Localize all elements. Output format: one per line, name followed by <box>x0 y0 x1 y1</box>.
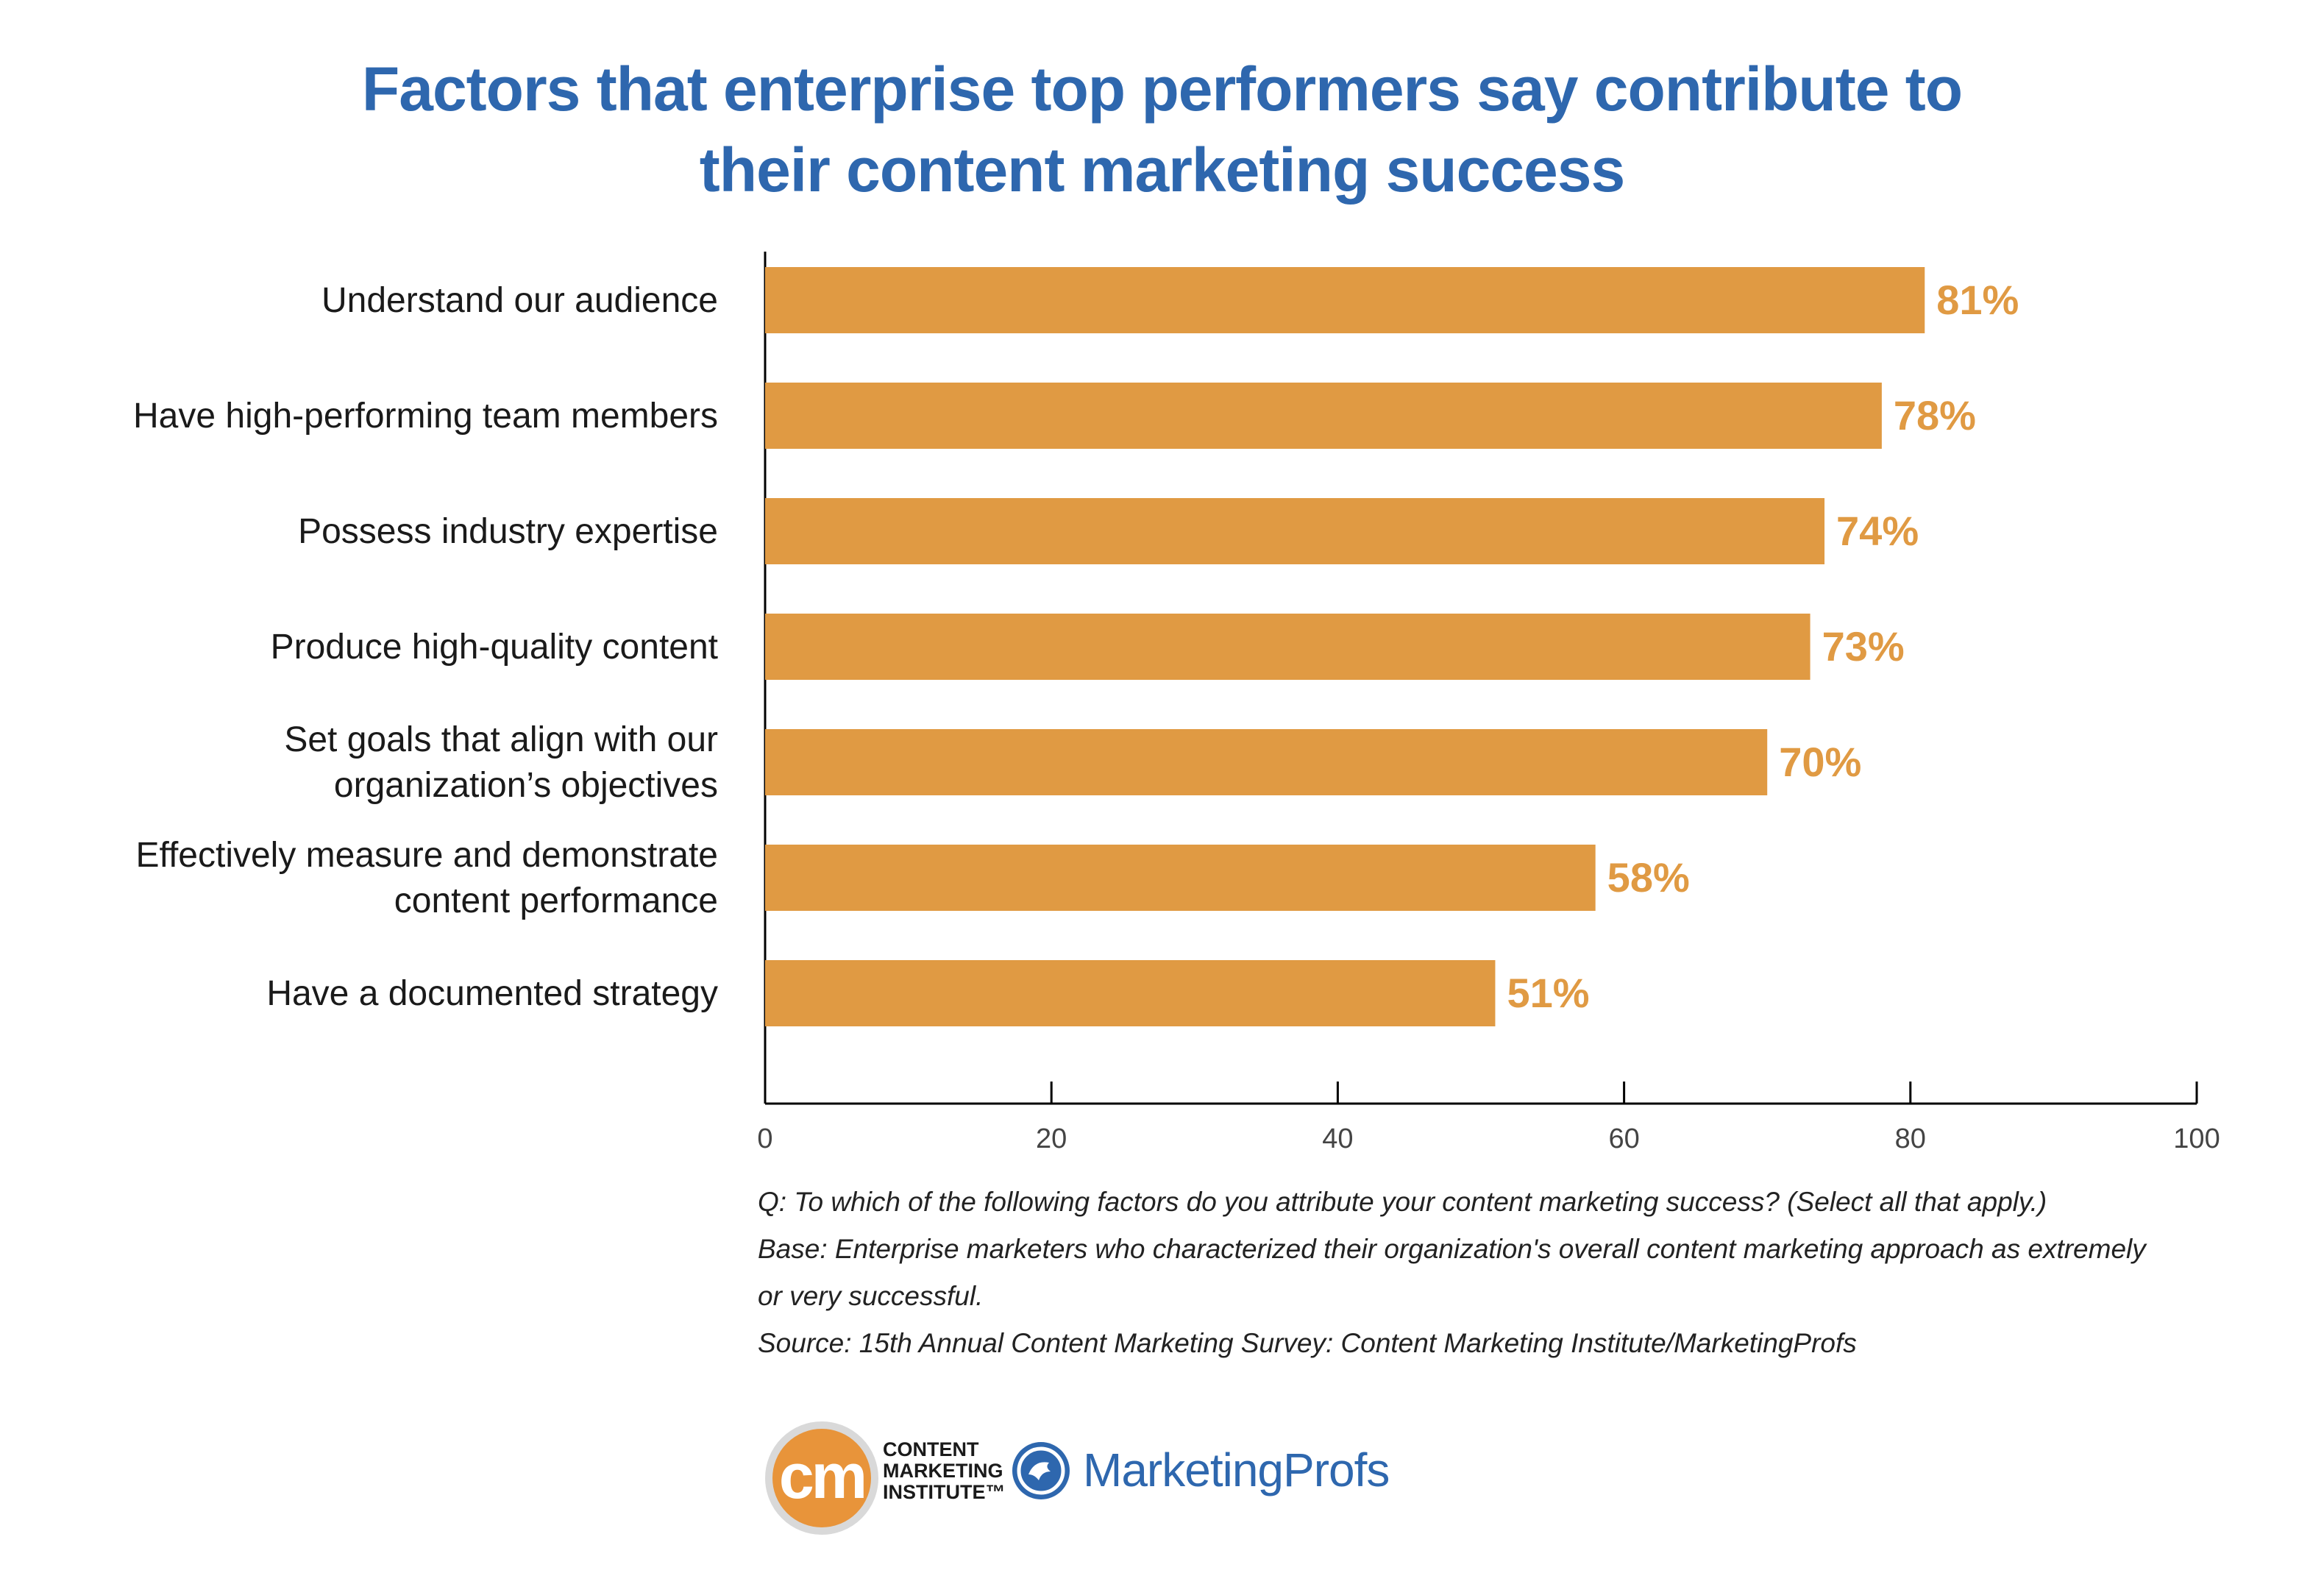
cmi-wordmark: CONTENT MARKETING INSTITUTE™ <box>883 1439 1006 1503</box>
marketingprofs-bird-icon <box>1012 1442 1070 1499</box>
title-line-1: Factors that enterprise top performers s… <box>361 54 1963 124</box>
bar-4 <box>765 729 1768 795</box>
bar-value-label-5: 58% <box>1607 854 1690 901</box>
category-label-2: Possess industry expertise <box>298 512 718 551</box>
category-label-4-line-1: organization’s objectives <box>334 766 718 805</box>
x-tick-label-1: 20 <box>1036 1123 1067 1154</box>
title-line-2: their content marketing success <box>699 135 1625 205</box>
bar-value-label-4: 70% <box>1779 739 1861 785</box>
cmi-line-3: INSTITUTE™ <box>883 1481 1006 1503</box>
cmi-mark: cm <box>778 1441 867 1512</box>
bar-3 <box>765 614 1810 680</box>
category-label-5-line-0: Effectively measure and demonstrate <box>135 836 718 875</box>
cmi-circle-icon <box>765 1421 878 1535</box>
bar-1 <box>765 383 1882 449</box>
bar-value-label-0: 81% <box>1936 277 2019 323</box>
bar-value-label-6: 51% <box>1507 970 1589 1016</box>
category-label-3: Produce high-quality content <box>271 628 718 667</box>
x-tick-label-3: 60 <box>1608 1123 1639 1154</box>
bar-6 <box>765 960 1496 1026</box>
category-label-5-line-1: content performance <box>394 881 718 920</box>
bar-0 <box>765 267 1925 333</box>
category-label-0: Understand our audience <box>321 281 718 320</box>
x-tick-label-2: 40 <box>1322 1123 1353 1154</box>
cmi-line-2: MARKETING <box>883 1460 1003 1482</box>
bar-value-label-1: 78% <box>1894 392 1976 438</box>
question-note: Q: To which of the following factors do … <box>758 1187 2047 1217</box>
chart-title: Factors that enterprise top performers s… <box>0 49 2324 210</box>
category-label-4-line-0: Set goals that align with our <box>284 720 718 759</box>
bar-2 <box>765 498 1825 564</box>
bar-5 <box>765 845 1596 911</box>
base-note-line-1: Base: Enterprise marketers who character… <box>758 1234 2146 1264</box>
x-tick-label-0: 0 <box>757 1123 772 1154</box>
marketingprofs-wordmark: MarketingProfs <box>1083 1444 1390 1496</box>
marketingprofs-logo: MarketingProfs <box>1012 1436 1390 1517</box>
bar-value-label-3: 73% <box>1822 623 1905 670</box>
cmi-line-1: CONTENT <box>883 1438 979 1460</box>
source-note: Source: 15th Annual Content Marketing Su… <box>758 1328 1857 1358</box>
base-note-line-2: or very successful. <box>758 1281 984 1311</box>
chart-notes: Q: To which of the following factors do … <box>758 1179 2273 1367</box>
bar-chart: 0 20 40 60 80 100 81% Understand our audience 78… <box>133 252 2220 1154</box>
bar-value-label-2: 74% <box>1836 508 1919 554</box>
category-label-6: Have a documented strategy <box>266 974 718 1013</box>
x-tick-label-4: 80 <box>1895 1123 1926 1154</box>
category-label-1: Have high-performing team members <box>133 397 718 436</box>
x-tick-label-5: 100 <box>2173 1123 2220 1154</box>
content-marketing-institute-logo: cm CONTENT MARKETING INSTITUTE™ <box>750 1405 1006 1545</box>
